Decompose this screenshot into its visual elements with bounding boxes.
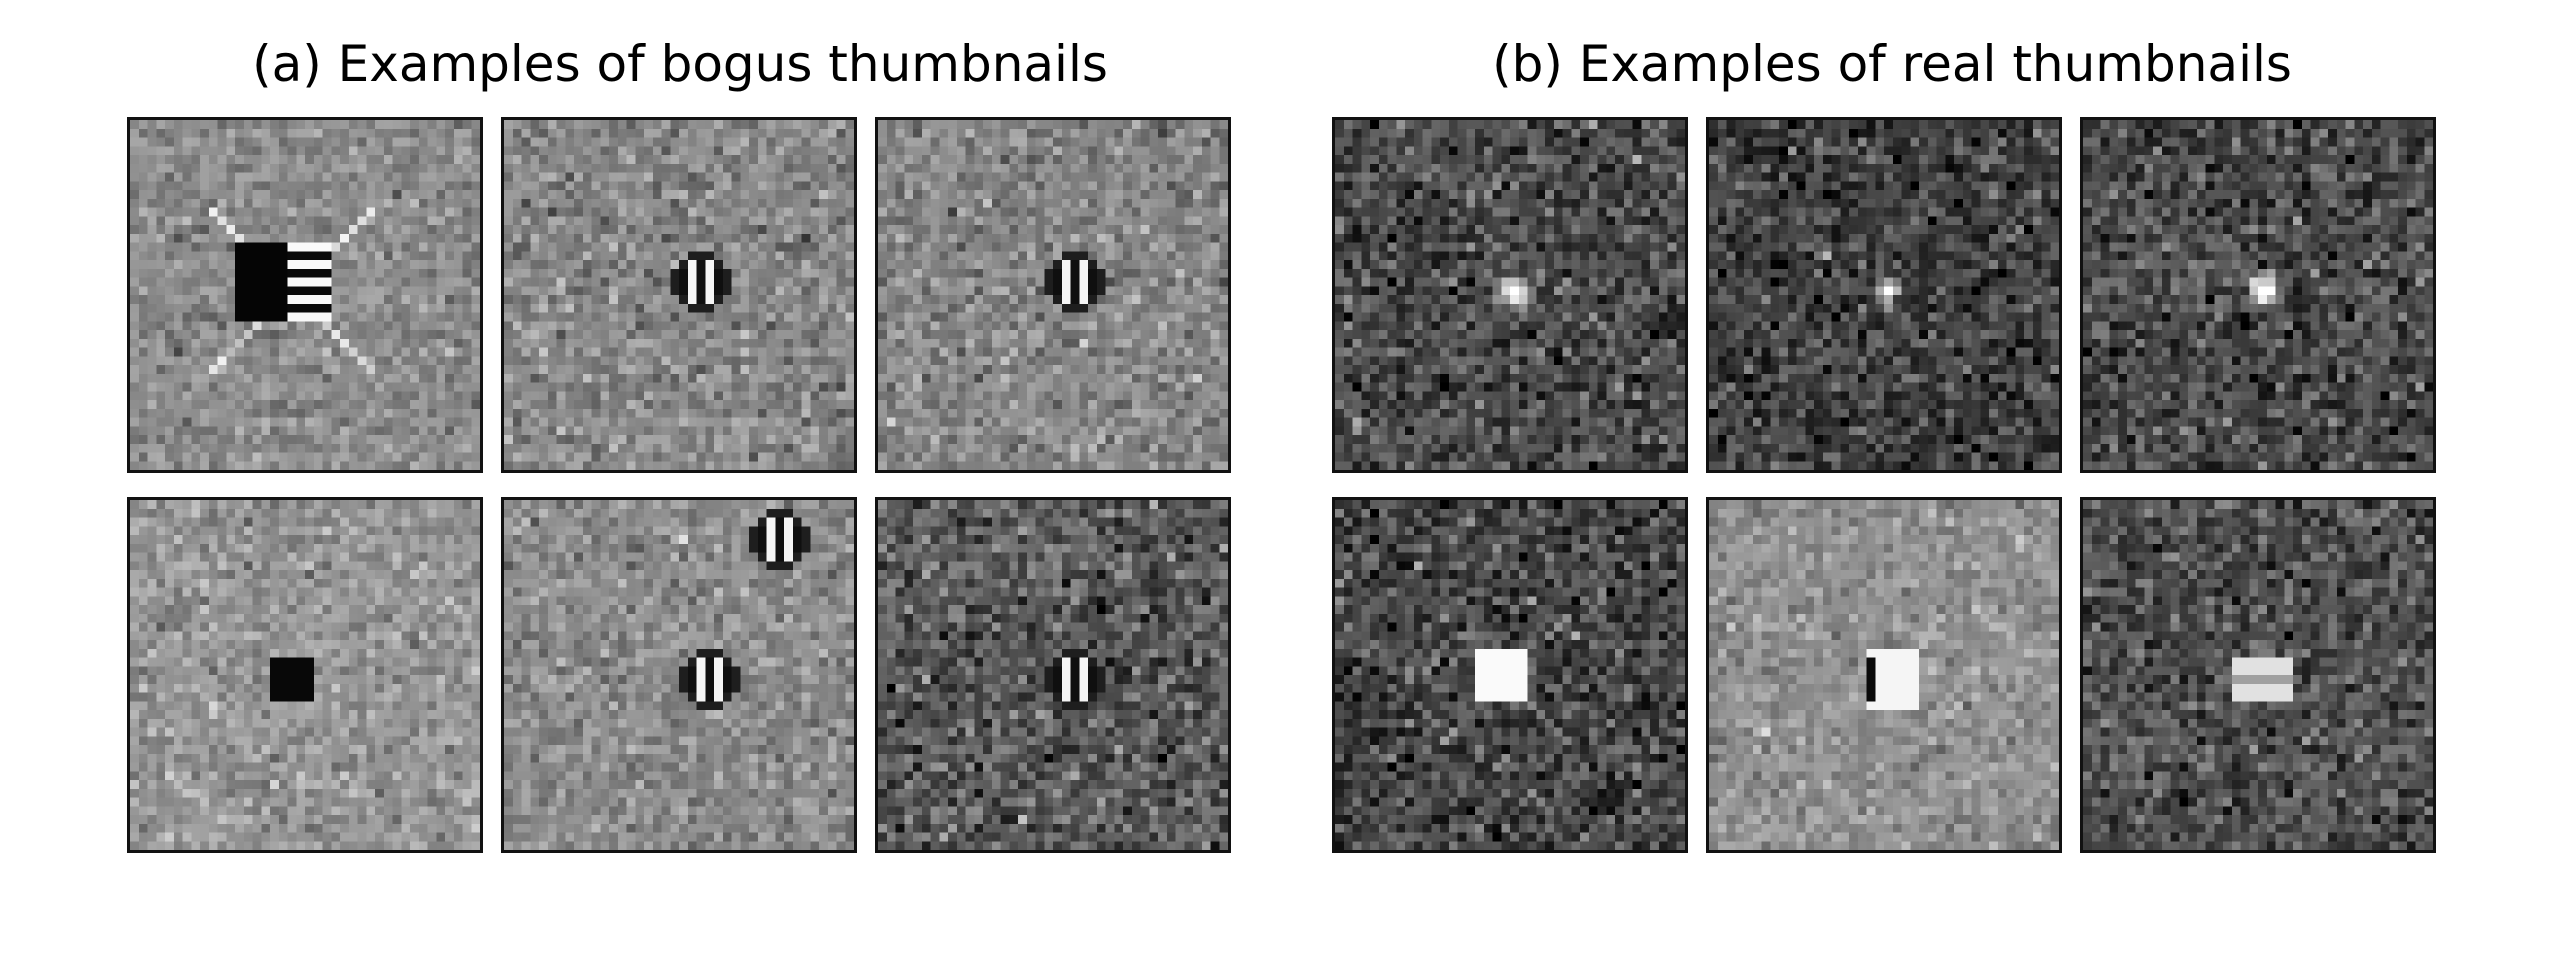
panel-b-title: (b) Examples of real thumbnails bbox=[1492, 35, 2292, 93]
panel-a-title: (a) Examples of bogus thumbnails bbox=[252, 35, 1108, 93]
bogus-thumbnail-1 bbox=[127, 117, 483, 473]
bogus-thumbnail-3 bbox=[875, 117, 1231, 473]
real-thumbnail-5 bbox=[1706, 497, 2062, 853]
real-thumbnail-4 bbox=[1332, 497, 1688, 853]
real-thumbnail-3 bbox=[2080, 117, 2436, 473]
bogus-thumbnail-2 bbox=[501, 117, 857, 473]
real-thumbnail-2 bbox=[1706, 117, 2062, 473]
bogus-thumbnail-5 bbox=[501, 497, 857, 853]
real-thumbnail-1 bbox=[1332, 117, 1688, 473]
real-thumbnail-6 bbox=[2080, 497, 2436, 853]
bogus-thumbnail-4 bbox=[127, 497, 483, 853]
bogus-thumbnail-6 bbox=[875, 497, 1231, 853]
